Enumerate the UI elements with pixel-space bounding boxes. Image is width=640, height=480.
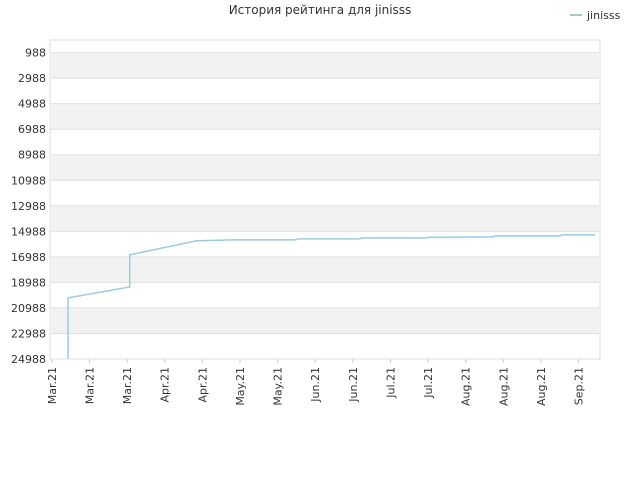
plot-area bbox=[49, 39, 601, 360]
x-tick-label: May.21 bbox=[272, 367, 285, 406]
y-tick-label: 4988 bbox=[18, 98, 46, 111]
x-tick-label: Mar.21 bbox=[84, 367, 97, 404]
grid-band bbox=[50, 103, 600, 130]
y-tick-label: 16988 bbox=[11, 251, 46, 264]
x-tick-label: Jul.21 bbox=[422, 367, 435, 399]
x-tick-label: Apr.21 bbox=[196, 367, 209, 403]
x-tick-label: Aug.21 bbox=[460, 367, 473, 406]
x-tick-label: Mar.21 bbox=[121, 367, 134, 404]
y-tick-label: 10988 bbox=[11, 174, 46, 187]
y-tick-label: 24988 bbox=[11, 353, 46, 366]
x-tick-label: Jun.21 bbox=[347, 367, 360, 403]
x-tick-label: Mar.21 bbox=[46, 367, 59, 404]
line bbox=[67, 234, 596, 359]
y-tick-label: 2988 bbox=[18, 72, 46, 85]
chart-title: История рейтинга для jinisss bbox=[229, 3, 412, 17]
y-tick-label: 22988 bbox=[11, 327, 46, 340]
y-tick-label: 20988 bbox=[11, 302, 46, 315]
grid-band bbox=[50, 52, 600, 79]
y-tick-label: 6988 bbox=[18, 123, 46, 136]
grid-band bbox=[50, 256, 600, 283]
y-tick-label: 14988 bbox=[11, 225, 46, 238]
x-tick-label: May.21 bbox=[234, 367, 247, 406]
x-tick-label: Aug.21 bbox=[497, 367, 510, 406]
x-tick-label: Aug.21 bbox=[535, 367, 548, 406]
x-tick-label: Jul.21 bbox=[384, 367, 397, 399]
y-tick-label: 8988 bbox=[18, 149, 46, 162]
y-tick-label: 18988 bbox=[11, 276, 46, 289]
grid-band bbox=[50, 205, 600, 232]
x-tick-label: Sep.21 bbox=[573, 367, 586, 405]
x-tick-label: Apr.21 bbox=[159, 367, 172, 403]
grid-band bbox=[50, 307, 600, 334]
grid-band bbox=[50, 154, 600, 181]
legend-label: jinisss bbox=[586, 9, 621, 22]
y-tick-label: 988 bbox=[25, 47, 46, 60]
y-tick-label: 12988 bbox=[11, 200, 46, 213]
x-tick-label: Jun.21 bbox=[309, 367, 322, 403]
